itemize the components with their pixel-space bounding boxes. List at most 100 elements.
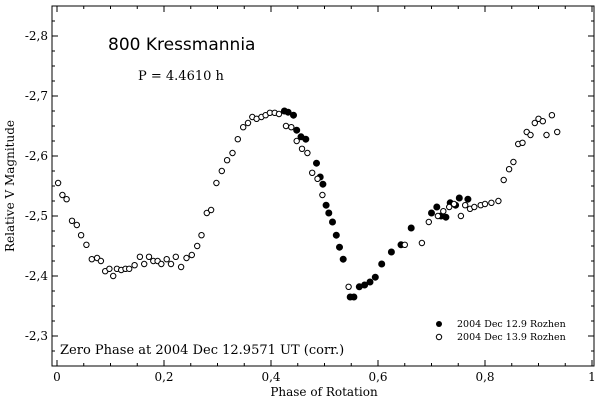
data-point-dec13 [418, 239, 426, 247]
data-point-dec13 [401, 241, 408, 249]
data-point-dec13 [288, 124, 295, 131]
data-point-dec13 [234, 136, 242, 143]
data-point-dec13 [218, 167, 226, 175]
x-tick-label: 1 [588, 370, 596, 384]
y-tick-label: -2,8 [25, 29, 48, 43]
period-label: P = 4.4610 h [138, 69, 225, 84]
data-point-dec13 [519, 139, 526, 147]
data-point-dec13 [167, 260, 175, 268]
data-point-dec13 [194, 242, 201, 250]
data-point-dec13 [440, 208, 447, 215]
data-point-dec12 [322, 201, 330, 209]
data-point-dec12 [428, 209, 435, 217]
data-point-dec12 [442, 213, 450, 221]
legend: 2004 Dec 12.9 Rozhen 2004 Dec 13.9 Rozhe… [435, 319, 566, 343]
data-point-dec13 [68, 217, 76, 225]
data-point-dec12 [319, 180, 327, 188]
data-point-dec12 [336, 243, 343, 251]
data-point-dec13 [548, 112, 556, 119]
data-point-dec13 [309, 169, 316, 177]
data-point-dec13 [177, 263, 185, 271]
data-point-dec13 [500, 176, 507, 184]
data-point-dec13 [481, 200, 489, 208]
data-point-dec13 [319, 191, 326, 199]
data-point-dec13 [298, 145, 306, 153]
data-point-dec13 [471, 203, 478, 211]
data-point-dec13 [314, 175, 321, 183]
data-point-dec13 [97, 257, 105, 265]
data-point-dec13 [425, 218, 432, 226]
data-point-dec12 [464, 195, 472, 203]
data-points [54, 107, 561, 301]
data-point-dec12 [350, 293, 358, 301]
data-point-dec13 [531, 119, 538, 127]
data-point-dec13 [282, 122, 290, 130]
data-point-dec13 [126, 265, 133, 272]
data-point-dec12 [361, 281, 369, 289]
data-point-dec13 [73, 221, 81, 229]
x-axis-title: Phase of Rotation [270, 385, 378, 399]
data-point-dec12 [371, 273, 379, 281]
data-point-dec13 [244, 119, 252, 127]
data-point-dec13 [275, 110, 283, 118]
data-point-dec12 [293, 126, 301, 134]
data-point-dec13 [131, 262, 138, 269]
data-point-dec13 [198, 232, 205, 239]
data-point-dec13 [207, 206, 215, 214]
data-point-dec13 [446, 203, 453, 211]
legend-label-series-1: 2004 Dec 12.9 Rozhen [457, 319, 566, 330]
data-point-dec13 [223, 157, 231, 164]
zero-phase-note: Zero Phase at 2004 Dec 12.9571 UT (corr.… [60, 343, 344, 358]
data-point-dec12 [378, 260, 386, 268]
data-point-dec12 [325, 209, 333, 217]
data-point-dec13 [457, 212, 465, 220]
data-point-dec12 [332, 231, 340, 239]
data-point-dec13 [183, 254, 190, 262]
x-tick-label: 0 [53, 370, 61, 384]
axis-ticks: 0 0,2 0,4 0,6 0,8 1 -2,8 -2,7 -2,6 -2,5 -2,4 -2,3 [25, 5, 596, 384]
x-tick-label: 0,4 [261, 370, 280, 384]
data-point-dec12 [284, 108, 292, 116]
data-point-dec13 [145, 253, 153, 260]
data-point-dec12 [313, 159, 320, 167]
data-point-dec13 [59, 191, 66, 199]
data-point-dec13 [488, 199, 495, 207]
data-point-dec13 [495, 197, 502, 205]
data-point-dec12 [387, 248, 395, 256]
data-point-dec13 [240, 124, 247, 131]
x-tick-label: 0,2 [154, 370, 173, 384]
data-point-dec13 [554, 128, 561, 136]
x-tick-label: 0,8 [475, 370, 494, 384]
data-point-dec13 [304, 149, 311, 157]
data-point-dec13 [450, 200, 458, 208]
y-tick-label: -2,3 [25, 329, 48, 343]
data-point-dec12 [329, 218, 336, 226]
data-point-dec13 [77, 232, 85, 239]
y-tick-label: -2,4 [25, 269, 49, 283]
y-tick-label: -2,5 [25, 209, 48, 223]
data-point-dec13 [527, 131, 534, 139]
data-point-dec12 [433, 203, 441, 211]
data-point-dec13 [543, 131, 550, 139]
data-point-dec13 [213, 179, 220, 187]
data-point-dec13 [88, 256, 96, 263]
legend-marker-filled [436, 321, 442, 327]
legend-marker-open [435, 333, 443, 341]
data-point-dec13 [158, 260, 165, 268]
y-tick-label: -2,7 [25, 89, 48, 103]
data-point-dec12 [407, 224, 415, 232]
data-point-dec13 [434, 212, 442, 220]
data-point-dec13 [141, 260, 148, 268]
data-point-dec13 [163, 256, 170, 263]
data-point-dec13 [229, 149, 236, 157]
chart-title: 800 Kressmannia [108, 35, 255, 55]
legend-label-series-2: 2004 Dec 13.9 Rozhen [457, 332, 566, 343]
x-tick-label: 0,6 [368, 370, 387, 384]
data-point-dec13 [345, 283, 352, 290]
data-point-dec13 [203, 209, 211, 217]
data-point-dec13 [136, 253, 144, 260]
data-point-dec13 [293, 137, 300, 145]
y-axis-title: Relative V Magnitude [3, 120, 17, 252]
data-point-dec13 [510, 158, 517, 166]
y-tick-label: -2,6 [25, 149, 48, 163]
